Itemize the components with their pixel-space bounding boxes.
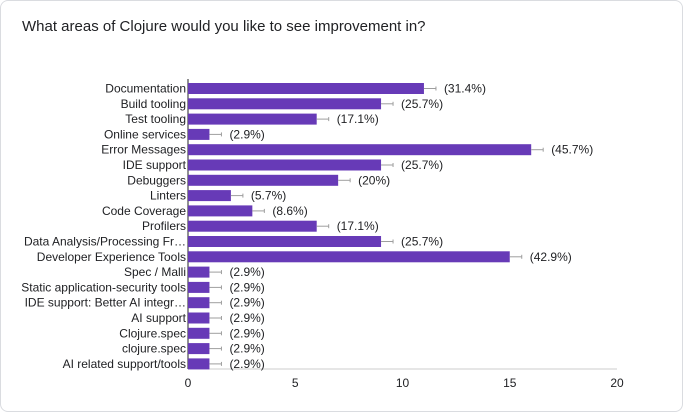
data-label: (25.7%) [401, 235, 443, 249]
bar [188, 144, 532, 156]
category-label: Linters [150, 189, 186, 203]
category-label: Test tooling [125, 112, 186, 126]
category-label: AI related support/tools [63, 357, 186, 371]
data-label: (5.7%) [251, 189, 286, 203]
bar [188, 251, 510, 263]
x-tick-label: 10 [396, 376, 410, 390]
bar [188, 220, 317, 232]
bar [188, 205, 253, 217]
category-label: IDE support [123, 158, 187, 172]
data-label: (2.9%) [229, 265, 264, 279]
category-label: Documentation [105, 82, 186, 96]
bar [188, 113, 317, 125]
data-label: (2.9%) [229, 326, 264, 340]
category-label: Build tooling [121, 97, 186, 111]
x-tick-label: 20 [610, 376, 624, 390]
data-label: (2.9%) [229, 342, 264, 356]
category-label: Profilers [142, 219, 186, 233]
bar [188, 281, 210, 293]
bar [188, 236, 382, 247]
category-label: Debuggers [127, 173, 186, 187]
bar [188, 358, 210, 370]
question-title: What areas of Clojure would you like to … [22, 18, 426, 35]
x-tick-label: 5 [292, 376, 299, 390]
data-label: (45.7%) [551, 143, 593, 157]
category-label: Online services [104, 127, 186, 141]
bar [188, 190, 231, 202]
bar [188, 327, 210, 339]
bar [188, 312, 210, 324]
category-label: Code Coverage [102, 204, 186, 218]
data-label: (17.1%) [337, 112, 379, 126]
bar [188, 159, 382, 171]
bar [188, 83, 424, 94]
data-label: (17.1%) [337, 219, 379, 233]
bar [188, 266, 210, 278]
data-label: (2.9%) [229, 296, 264, 310]
bar [188, 297, 210, 309]
data-label: (8.6%) [272, 204, 307, 218]
data-label: (25.7%) [401, 158, 443, 172]
bar [188, 343, 210, 355]
data-label: (2.9%) [229, 357, 264, 371]
category-label: Developer Experience Tools [37, 250, 186, 264]
data-label: (2.9%) [229, 127, 264, 141]
data-label: (42.9%) [530, 250, 572, 264]
category-label: AI support [131, 311, 186, 325]
category-label: clojure.spec [122, 342, 186, 356]
data-label: (2.9%) [229, 280, 264, 294]
bar [188, 174, 339, 186]
bar [188, 128, 210, 140]
data-label: (31.4%) [444, 82, 486, 96]
data-label: (2.9%) [229, 311, 264, 325]
category-label: Data Analysis/Processing Fr… [24, 235, 186, 249]
bar [188, 98, 382, 110]
x-tick-label: 0 [185, 376, 192, 390]
x-tick-label: 15 [503, 376, 517, 390]
data-label: (25.7%) [401, 97, 443, 111]
category-label: IDE support: Better AI integr… [25, 296, 186, 310]
category-label: Error Messages [101, 143, 186, 157]
data-label: (20%) [358, 173, 390, 187]
category-label: Static application-security tools [21, 280, 186, 294]
category-label: Spec / Malli [124, 265, 186, 279]
category-label: Clojure.spec [119, 326, 186, 340]
